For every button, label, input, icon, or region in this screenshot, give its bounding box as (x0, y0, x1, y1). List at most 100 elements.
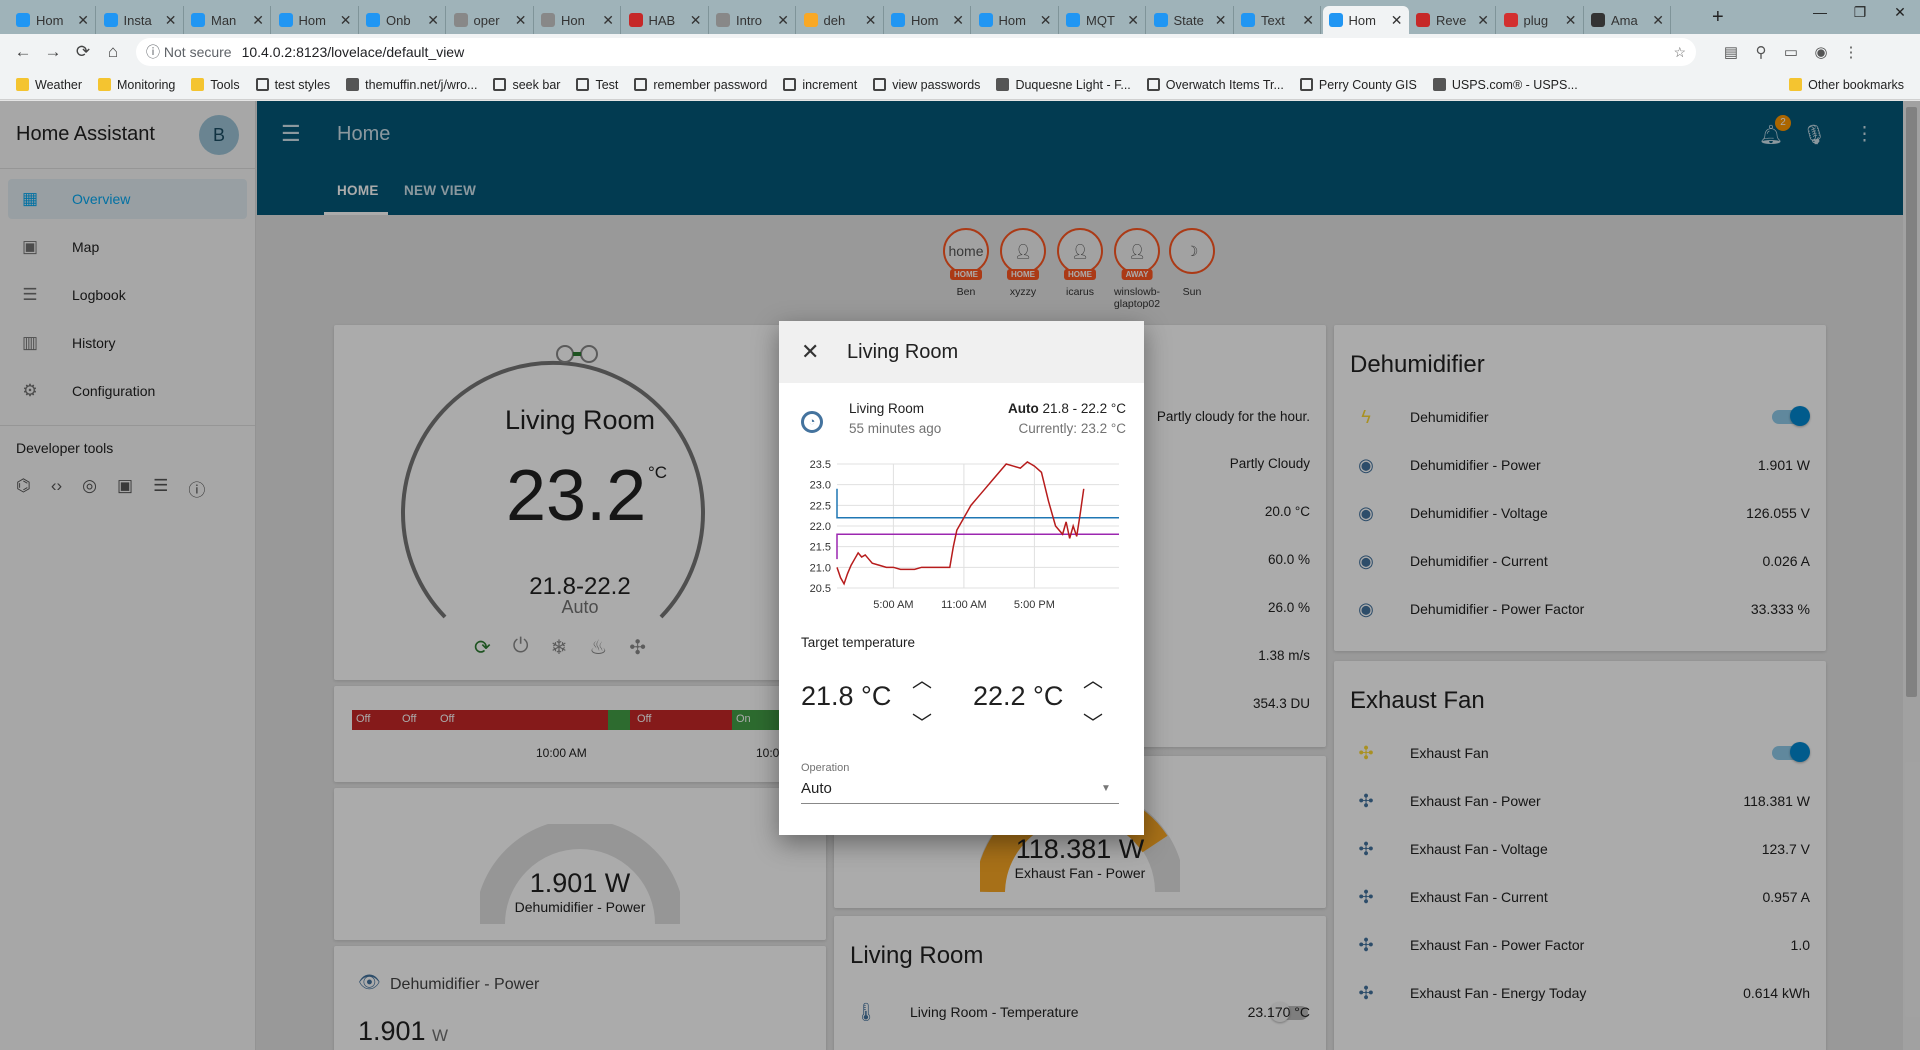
sidebar-item-overview[interactable]: ▦ Overview (8, 179, 247, 219)
chevron-down-icon[interactable]: ﹀ (912, 713, 932, 735)
operation-select[interactable]: Auto (801, 780, 832, 797)
history-timeline[interactable]: Off Off Off Off On (352, 710, 826, 730)
profile-icon[interactable]: ◉ (1814, 44, 1828, 61)
broadcast-icon[interactable]: ◎ (82, 476, 98, 495)
browser-tab[interactable]: Hom ✕ (10, 6, 96, 34)
entity-row[interactable]: ϟ Dehumidifier (1334, 393, 1826, 441)
bookmark-item[interactable]: view passwords (873, 78, 980, 92)
state-badge[interactable]: 👤︎ HOME xyzzy (997, 228, 1049, 298)
bell-icon[interactable]: 🔔︎ (1759, 125, 1784, 146)
tab-close-icon[interactable]: ✕ (864, 11, 877, 28)
state-badge[interactable]: home HOME Ben (940, 228, 992, 298)
entity-row[interactable]: ✣ Exhaust Fan (1334, 729, 1826, 777)
tab-close-icon[interactable]: ✕ (1214, 11, 1227, 28)
tab-home[interactable]: HOME (337, 183, 379, 198)
chevron-up-icon[interactable]: ︿ (912, 670, 932, 692)
more-vert-icon[interactable]: ⋮ (1855, 124, 1874, 145)
forward-icon[interactable]: → (44, 42, 62, 61)
avatar[interactable]: B (199, 114, 239, 155)
bookmark-item[interactable]: Perry County GIS (1299, 78, 1417, 92)
entity-row[interactable]: 🌡︎ Living Room - Temperature 23.170 °C (854, 1001, 1310, 1022)
reload-icon[interactable]: ⟳ (75, 42, 91, 61)
tab-close-icon[interactable]: ✕ (777, 11, 789, 28)
browser-tab[interactable]: Hom ✕ (1322, 6, 1409, 34)
logs-icon[interactable]: ☰ (153, 476, 169, 495)
tab-close-icon[interactable]: ✕ (77, 11, 89, 28)
browser-tab[interactable]: Ama ✕ (1585, 6, 1671, 34)
tab-close-icon[interactable]: ✕ (602, 11, 614, 28)
remote-icon[interactable]: ⌬ (16, 476, 31, 495)
bookmark-item[interactable]: seek bar (493, 78, 560, 92)
chrome-menu-icon[interactable]: ⋮ (1843, 44, 1859, 61)
bookmark-item[interactable]: Weather (16, 78, 82, 92)
file-icon[interactable]: ▣ (117, 476, 134, 495)
tab-close-icon[interactable]: ✕ (952, 11, 964, 28)
tab-close-icon[interactable]: ✕ (1127, 11, 1139, 28)
bookmark-item[interactable]: USPS.com® - USPS... (1432, 78, 1578, 92)
browser-tab[interactable]: Reve ✕ (1410, 6, 1496, 34)
power-icon[interactable]: ⏻ (512, 635, 529, 657)
tab-close-icon[interactable]: ✕ (1302, 11, 1314, 28)
snowflake-icon[interactable]: ❄ (550, 637, 568, 659)
entity-toggle[interactable] (1772, 742, 1810, 762)
scrollbar-thumb[interactable] (1906, 107, 1917, 697)
browser-tab[interactable]: Hom ✕ (273, 6, 359, 34)
thermostat-dial[interactable] (334, 325, 826, 680)
browser-tab[interactable]: Insta ✕ (98, 6, 184, 34)
entity-row[interactable]: ◉ Dehumidifier - Power Factor 33.333 % (1334, 585, 1826, 633)
bookmark-item[interactable]: remember password (634, 78, 767, 92)
flame-icon[interactable]: ♨ (589, 637, 608, 659)
browser-tab[interactable]: plug ✕ (1498, 6, 1584, 34)
auto-mode-icon[interactable]: ⟳ (474, 637, 491, 659)
home-icon[interactable]: ⌂ (107, 42, 119, 61)
tab-close-icon[interactable]: ✕ (1390, 11, 1403, 28)
extension-icon[interactable]: ▤ (1723, 44, 1739, 61)
tab-close-icon[interactable]: ✕ (339, 11, 352, 28)
close-window-button[interactable]: ✕ (1894, 4, 1906, 20)
other-bookmarks[interactable]: Other bookmarks (1789, 78, 1904, 92)
browser-tab[interactable]: Intro ✕ (710, 6, 796, 34)
bookmark-item[interactable]: Monitoring (98, 78, 175, 92)
bookmark-item[interactable]: Tools (191, 78, 240, 92)
page-scrollbar[interactable] (1903, 101, 1920, 1050)
tab-close-icon[interactable]: ✕ (1564, 11, 1577, 28)
tab-close-icon[interactable]: ✕ (1039, 11, 1052, 28)
location-icon[interactable]: ⚲ (1755, 44, 1767, 61)
sidebar-item-map[interactable]: ▣ Map (0, 223, 255, 271)
browser-tab[interactable]: HAB ✕ (623, 6, 709, 34)
entity-row[interactable]: ✣ Exhaust Fan - Power 118.381 W (1334, 777, 1826, 825)
state-badge[interactable]: 👤︎ AWAY winslowb-glaptop02 (1111, 228, 1163, 310)
tab-close-icon[interactable]: ✕ (514, 11, 527, 28)
tab-close-icon[interactable]: ✕ (689, 11, 702, 28)
bookmark-item[interactable]: test styles (255, 78, 330, 92)
entity-row[interactable]: ✣ Exhaust Fan - Current 0.957 A (1334, 873, 1826, 921)
omnibox[interactable]: ⓘ Not secure 10.4.0.2:8123/lovelace/defa… (136, 38, 1696, 66)
minimize-button[interactable]: — (1813, 4, 1827, 20)
url-text[interactable]: 10.4.0.2:8123/lovelace/default_view (241, 44, 465, 60)
microphone-icon[interactable]: 🎙︎ (1802, 125, 1827, 146)
star-icon[interactable]: ☆ (1673, 43, 1686, 60)
browser-tab[interactable]: oper ✕ (448, 6, 534, 34)
cast-icon[interactable]: ▭ (1783, 44, 1799, 61)
close-icon[interactable]: ✕ (801, 339, 820, 364)
sidebar-item-logbook[interactable]: ☰ Logbook (0, 271, 255, 319)
entity-row[interactable]: ◉ Dehumidifier - Current 0.026 A (1334, 537, 1826, 585)
menu-icon[interactable]: ☰ (281, 121, 301, 146)
living-room-toggle[interactable] (1270, 1002, 1308, 1022)
tab-close-icon[interactable]: ✕ (427, 11, 439, 28)
entity-toggle[interactable] (1772, 406, 1810, 426)
bookmark-item[interactable]: Duquesne Light - F... (996, 78, 1131, 92)
code-icon[interactable]: ‹› (50, 476, 63, 495)
browser-tab[interactable]: MQT ✕ (1060, 6, 1146, 34)
browser-tab[interactable]: State ✕ (1148, 6, 1234, 34)
entity-card[interactable]: 👁︎ Dehumidifier - Power 1.901 W (334, 946, 826, 1050)
browser-tab[interactable]: Hom ✕ (973, 6, 1059, 34)
state-badge[interactable]: ☽ Sun (1166, 228, 1218, 298)
maximize-button[interactable]: ❐ (1853, 4, 1867, 20)
browser-tab[interactable]: Onb ✕ (360, 6, 446, 34)
tab-new-view[interactable]: NEW VIEW (404, 183, 477, 198)
new-tab-button[interactable]: + (1712, 6, 1724, 28)
browser-tab[interactable]: Hon ✕ (535, 6, 621, 34)
back-icon[interactable]: ← (14, 42, 32, 61)
sidebar-item-configuration[interactable]: ⚙ Configuration (0, 367, 255, 415)
